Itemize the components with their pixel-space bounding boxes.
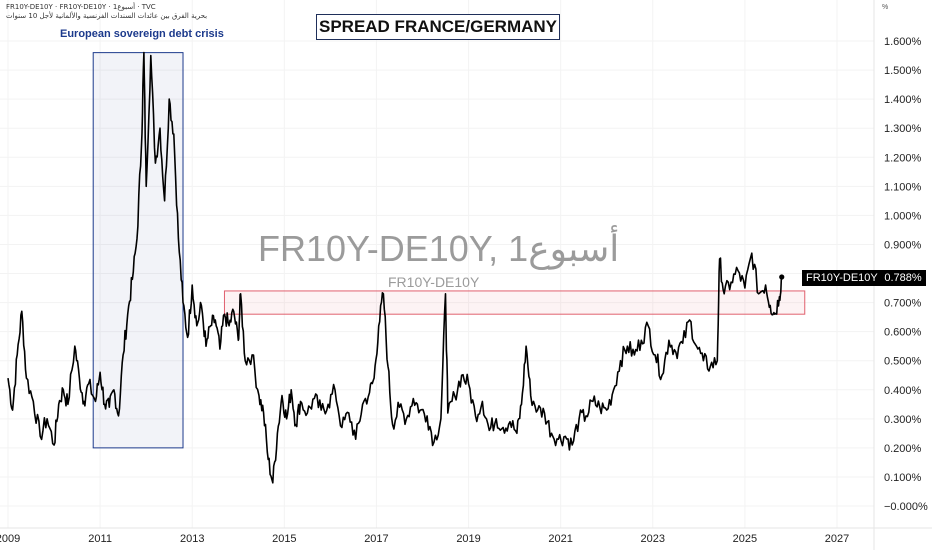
y-tick-label: 1.000% xyxy=(884,210,922,222)
x-tick-label: 2015 xyxy=(272,533,296,545)
y-tick-label: 1.600% xyxy=(884,36,922,48)
y-tick-label: 0.200% xyxy=(884,443,922,455)
y-tick-label: 0.100% xyxy=(884,472,922,484)
price-scale[interactable]: −0.000% 0.100% 0.200% 0.300% 0.400% 0.500% 0.6… xyxy=(884,36,928,513)
y-tick-label: 0.500% xyxy=(884,356,922,368)
spread-line xyxy=(7,51,783,484)
x-tick-label: 2017 xyxy=(364,533,388,545)
y-tick-label: 0.900% xyxy=(884,239,922,251)
y-tick-label: 1.200% xyxy=(884,152,922,164)
last-value-name-tag: FR10Y-DE10Y xyxy=(802,270,882,286)
x-tick-label: 2021 xyxy=(548,533,572,545)
x-tick-label: 2025 xyxy=(733,533,757,545)
last-value-price-tag: 0.788% xyxy=(880,270,926,286)
symbol-info-line: FR10Y-DE10Y · FR10Y-DE10Y · 1أسبوع · TVC xyxy=(6,3,156,11)
chart-title: SPREAD FRANCE/GERMANY xyxy=(316,14,560,40)
x-tick-label: 2011 xyxy=(88,533,112,545)
last-value-dot xyxy=(779,274,785,280)
x-tick-label: 2027 xyxy=(825,533,849,545)
y-tick-label: 0.600% xyxy=(884,327,922,339)
time-scale[interactable]: 2009 2011 2013 2015 2017 2019 2021 2023 2025 2027 xyxy=(0,533,849,545)
crisis-annotation: European sovereign debt crisis xyxy=(60,28,224,40)
y-tick-label: 1.300% xyxy=(884,123,922,135)
y-tick-label: 1.400% xyxy=(884,94,922,106)
spread-highlight-band xyxy=(223,290,806,315)
x-tick-label: 2019 xyxy=(456,533,480,545)
y-tick-label: 0.300% xyxy=(884,414,922,426)
symbol-description-line: بحرية الفرق بين عائدات السندات الفرنسية … xyxy=(6,12,208,20)
x-tick-label: 2013 xyxy=(180,533,204,545)
y-tick-label: 1.100% xyxy=(884,181,922,193)
x-tick-label: 2023 xyxy=(641,533,665,545)
watermark-main: FR10Y-DE10Y, 1أسبوع xyxy=(258,228,620,269)
price-scale-unit: % xyxy=(882,4,889,11)
y-tick-label: −0.000% xyxy=(884,501,928,513)
y-tick-label: 0.400% xyxy=(884,385,922,397)
x-tick-label: 2009 xyxy=(0,533,20,545)
y-tick-label: 1.500% xyxy=(884,65,922,77)
watermark-sub: FR10Y-DE10Y xyxy=(388,274,480,290)
y-tick-label: 0.700% xyxy=(884,298,922,310)
